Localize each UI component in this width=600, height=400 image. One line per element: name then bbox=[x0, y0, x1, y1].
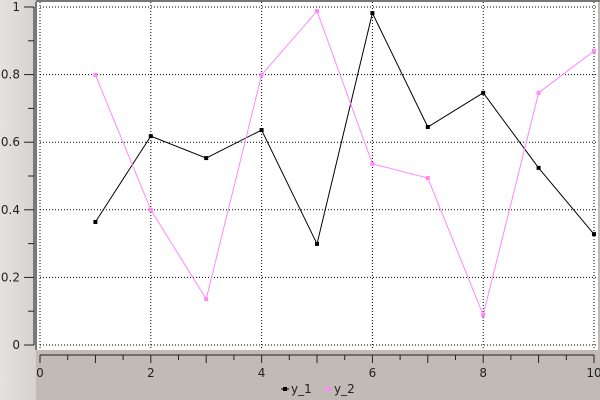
y-tick-label: 0 bbox=[12, 338, 20, 352]
data-point-y_2 bbox=[425, 176, 430, 181]
series-line-y_1 bbox=[94, 11, 595, 246]
data-point-y_1 bbox=[204, 156, 209, 161]
data-point-y_2 bbox=[536, 90, 541, 95]
data-point-y_1 bbox=[592, 232, 596, 237]
data-point-y_1 bbox=[93, 219, 98, 224]
plot-area bbox=[37, 2, 598, 350]
data-point-y_1 bbox=[481, 90, 486, 95]
data-point-y_2 bbox=[148, 207, 153, 212]
y-tick-label: 0.4 bbox=[1, 203, 20, 217]
x-tick-label: 4 bbox=[258, 366, 266, 380]
y-tick-label: 0.8 bbox=[1, 68, 20, 82]
data-point-y_1 bbox=[425, 124, 430, 129]
data-point-y_2 bbox=[259, 72, 264, 77]
data-point-y_2 bbox=[370, 161, 375, 166]
x-tick-label: 6 bbox=[369, 366, 377, 380]
data-point-y_1 bbox=[259, 128, 264, 133]
data-point-y_2 bbox=[481, 312, 486, 317]
data-point-y_1 bbox=[315, 241, 319, 246]
y-tick-label: 0.6 bbox=[1, 135, 20, 149]
x-tick-label: 8 bbox=[479, 366, 487, 380]
legend-label: y_1 bbox=[291, 382, 312, 396]
x-tick-label: 2 bbox=[147, 366, 155, 380]
legend-label: y_2 bbox=[334, 382, 355, 396]
y-tick-label: 1 bbox=[12, 0, 20, 14]
data-point-y_2 bbox=[93, 72, 98, 77]
series-line-y_2 bbox=[94, 10, 595, 317]
data-point-y_1 bbox=[370, 11, 375, 16]
data-point-y_2 bbox=[315, 9, 319, 14]
data-point-y_1 bbox=[148, 134, 153, 139]
data-point-y_2 bbox=[204, 297, 209, 302]
x-tick-label: 10 bbox=[586, 366, 600, 380]
data-point-y_1 bbox=[536, 165, 541, 170]
data-point-y_2 bbox=[592, 48, 596, 53]
legend-marker-y_2 bbox=[326, 387, 330, 391]
y-tick-label: 0.2 bbox=[1, 270, 20, 284]
legend-marker-y_1 bbox=[283, 387, 287, 391]
x-tick-label: 0 bbox=[36, 366, 44, 380]
